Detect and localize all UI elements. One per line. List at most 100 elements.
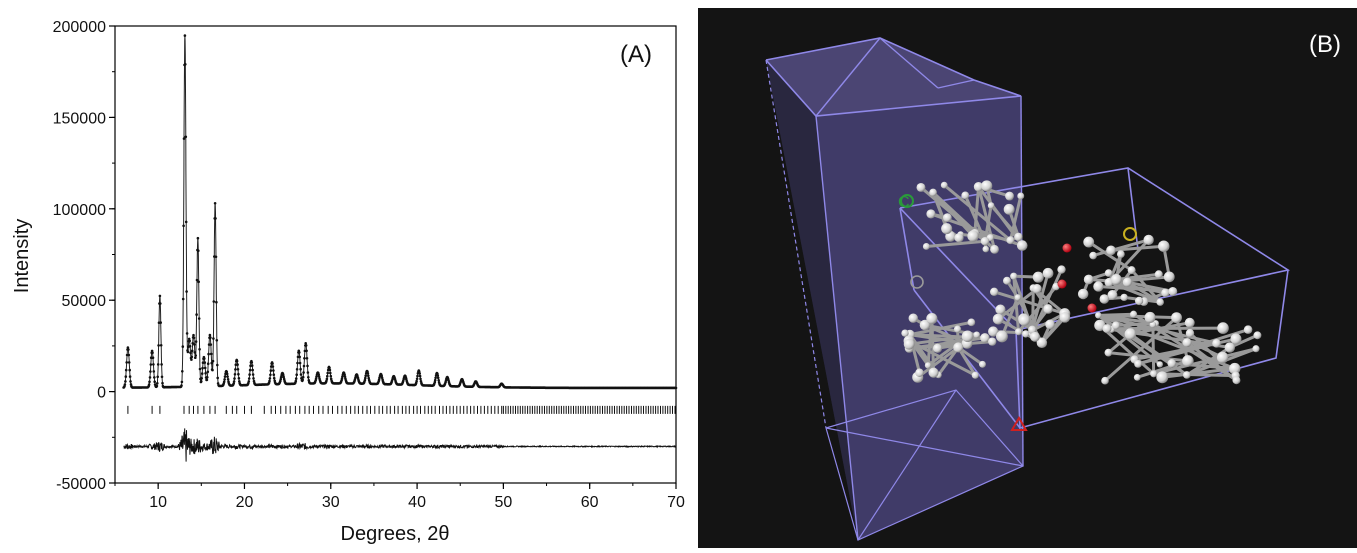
o-axis-marker xyxy=(910,275,924,289)
bond xyxy=(1153,372,1236,378)
atom xyxy=(1083,274,1094,285)
y-tick-label: 0 xyxy=(97,385,106,402)
atom xyxy=(1185,329,1195,338)
unit-cell-prism xyxy=(765,37,1024,541)
atom xyxy=(1253,331,1262,340)
atom xyxy=(1014,294,1022,301)
bond xyxy=(997,287,1038,321)
atom xyxy=(988,337,997,346)
bond xyxy=(1111,269,1133,296)
atom xyxy=(916,182,926,192)
atom xyxy=(903,338,915,350)
atom xyxy=(1230,333,1242,345)
atom xyxy=(973,331,981,339)
atom xyxy=(901,329,909,337)
atom xyxy=(990,244,999,254)
atom xyxy=(1182,355,1194,367)
bond xyxy=(927,335,969,367)
atom xyxy=(1042,267,1054,279)
y-axis-label: Intensity xyxy=(11,219,33,293)
c-axis-label: C xyxy=(898,194,910,211)
atom xyxy=(988,326,999,337)
y-tick-label: 150000 xyxy=(53,110,106,127)
atom xyxy=(1030,331,1040,342)
c-axis-marker xyxy=(900,194,914,208)
atom xyxy=(980,333,990,343)
atom xyxy=(1243,325,1253,334)
atom xyxy=(1017,192,1025,200)
atom xyxy=(1184,317,1195,328)
atom xyxy=(961,191,970,200)
atom xyxy=(971,371,979,379)
bond xyxy=(1008,195,1023,241)
atom xyxy=(1232,376,1241,385)
atom xyxy=(1099,294,1110,304)
atom xyxy=(922,243,930,250)
bond xyxy=(1115,321,1156,327)
atom xyxy=(973,182,984,192)
atom xyxy=(1224,342,1235,353)
atom xyxy=(1124,328,1137,340)
atom xyxy=(1120,293,1128,302)
atom xyxy=(1003,276,1011,285)
x-tick-label: 70 xyxy=(667,494,685,511)
atom xyxy=(941,223,953,235)
bond xyxy=(1098,284,1173,293)
bond xyxy=(957,346,977,377)
atom xyxy=(1216,351,1229,364)
bond xyxy=(973,186,981,234)
y-tick-label: 200000 xyxy=(53,19,106,36)
atom xyxy=(982,245,990,253)
y-tick-label: -50000 xyxy=(56,476,106,493)
atom xyxy=(924,362,932,369)
atom xyxy=(1093,281,1104,292)
atom xyxy=(1083,236,1095,248)
atom xyxy=(1144,311,1156,323)
atom xyxy=(1127,266,1136,275)
atom xyxy=(1112,321,1120,330)
atom xyxy=(919,319,931,331)
atom xyxy=(1161,288,1170,297)
atom xyxy=(1134,296,1144,306)
panel-b-crystal-structure: C (B) xyxy=(698,8,1357,548)
atom xyxy=(1015,328,1023,336)
bond xyxy=(1186,341,1238,382)
atom xyxy=(1182,338,1192,348)
atom xyxy=(1163,271,1175,283)
oxygen-atom xyxy=(1087,303,1097,313)
atom xyxy=(1036,337,1048,348)
atom xyxy=(926,312,938,325)
atom xyxy=(1022,330,1030,338)
atom xyxy=(1156,298,1164,306)
panel-label-a: (A) xyxy=(620,41,652,68)
atom xyxy=(1005,191,1014,201)
atom xyxy=(1104,348,1113,357)
atom xyxy=(953,342,964,353)
reflection-markers xyxy=(127,405,676,414)
atom xyxy=(1032,284,1042,294)
observed-points xyxy=(122,34,678,390)
atom xyxy=(1107,289,1118,300)
x-tick-label: 50 xyxy=(494,494,512,511)
bond xyxy=(1040,316,1066,344)
atom xyxy=(1171,312,1182,324)
atom xyxy=(1150,370,1158,378)
atom xyxy=(1122,277,1133,287)
atom xyxy=(932,343,943,353)
atom xyxy=(1059,312,1071,323)
atom xyxy=(1143,234,1154,246)
atom xyxy=(1014,232,1023,242)
atom xyxy=(981,180,993,192)
bond xyxy=(1110,244,1164,252)
atom xyxy=(1167,359,1177,368)
difference-curve xyxy=(123,428,677,462)
atom xyxy=(1106,245,1116,256)
bond xyxy=(926,239,986,248)
bond xyxy=(1030,272,1050,331)
atom xyxy=(1095,312,1102,319)
atom xyxy=(1104,269,1113,277)
atom xyxy=(1018,314,1031,326)
atom xyxy=(1156,361,1164,368)
atom xyxy=(942,213,952,223)
calculated-profile xyxy=(123,35,676,389)
